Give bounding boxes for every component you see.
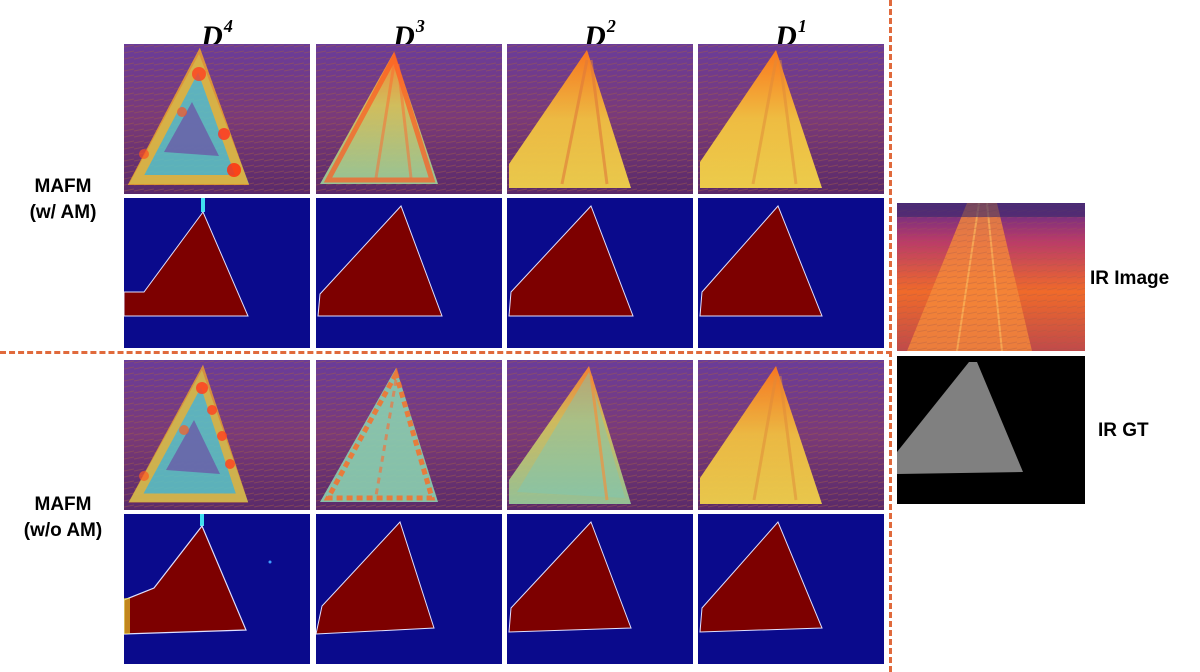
heatmap-without-am-d2 xyxy=(507,360,693,510)
mask-without-am-d2 xyxy=(507,514,693,664)
heatmap-without-am-d4 xyxy=(124,360,310,510)
mask-without-am-d1 xyxy=(698,514,884,664)
ir-gt-label: IR GT xyxy=(1098,420,1149,441)
mask-with-am-d4 xyxy=(124,198,310,348)
mask-without-am-d3 xyxy=(316,514,502,664)
row-label-without-am: MAFM (w/o AM) xyxy=(23,494,103,541)
ir-image-label: IR Image xyxy=(1090,268,1170,289)
heatmap-with-am-d3 xyxy=(316,44,502,194)
horizontal-divider xyxy=(0,351,892,354)
mask-with-am-d1 xyxy=(698,198,884,348)
heatmap-with-am-d2 xyxy=(507,44,693,194)
ir-ground-truth xyxy=(897,356,1085,504)
row-label-with-am: MAFM (w/ AM) xyxy=(29,176,97,223)
heatmap-without-am-d1 xyxy=(698,360,884,510)
ir-image xyxy=(897,203,1085,351)
heatmap-with-am-d4 xyxy=(124,44,310,194)
vertical-divider xyxy=(889,0,892,672)
mask-with-am-d2 xyxy=(507,198,693,348)
mask-with-am-d3 xyxy=(316,198,502,348)
heatmap-with-am-d1 xyxy=(698,44,884,194)
mask-without-am-d4 xyxy=(124,514,310,664)
heatmap-without-am-d3 xyxy=(316,360,502,510)
